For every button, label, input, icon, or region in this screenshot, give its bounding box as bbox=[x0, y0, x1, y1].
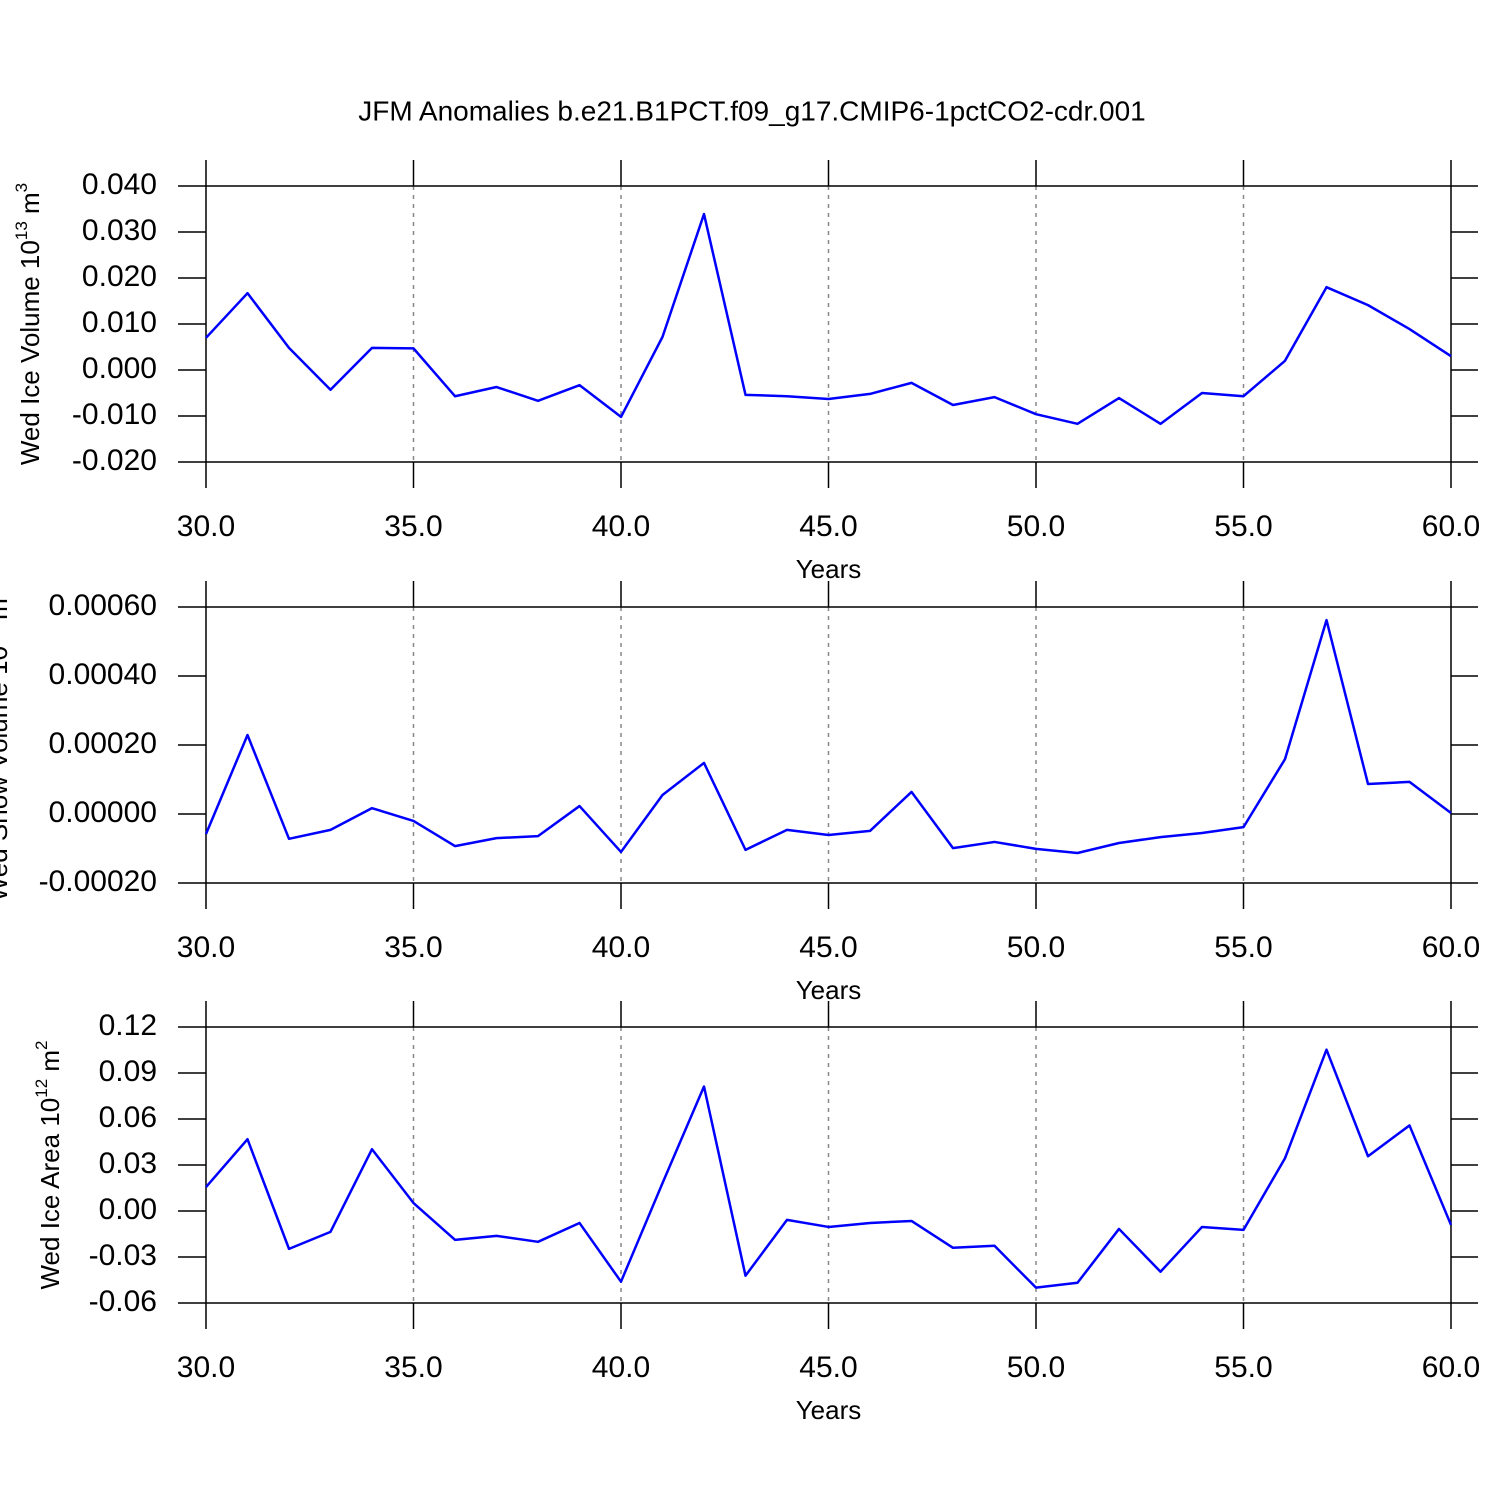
x-tick-label: 30.0 bbox=[177, 931, 235, 964]
x-axis-label: Years bbox=[796, 1395, 862, 1425]
y-tick-label: -0.020 bbox=[72, 444, 157, 477]
y-axis-label: Wed Ice Area 1012 m2 bbox=[32, 1040, 65, 1289]
x-tick-label: 30.0 bbox=[177, 510, 235, 543]
x-tick-label: 40.0 bbox=[592, 931, 650, 964]
y-axis-label-part: 3 bbox=[12, 183, 31, 192]
x-tick-label: 50.0 bbox=[1007, 931, 1065, 964]
y-axis-label-part: 12 bbox=[32, 1079, 51, 1098]
x-tick-label: 55.0 bbox=[1214, 1351, 1272, 1384]
y-axis-label-part: Wed Ice Volume 10 bbox=[15, 240, 45, 465]
y-axis-label-part: Wed Ice Area 10 bbox=[35, 1098, 65, 1290]
x-tick-label: 40.0 bbox=[592, 510, 650, 543]
x-tick-label: 35.0 bbox=[384, 510, 442, 543]
y-tick-label: 0.06 bbox=[99, 1101, 157, 1134]
y-tick-label: 0.00040 bbox=[49, 658, 157, 691]
data-line bbox=[205, 1048, 1453, 1289]
y-axis-label-part: m bbox=[15, 192, 45, 221]
x-tick-label: 60.0 bbox=[1422, 931, 1480, 964]
y-tick-label: -0.03 bbox=[89, 1239, 157, 1272]
y-axis-label-part: 13 bbox=[12, 221, 31, 240]
x-tick-label: 50.0 bbox=[1007, 1351, 1065, 1384]
x-tick-label: 60.0 bbox=[1422, 1351, 1480, 1384]
x-tick-label: 55.0 bbox=[1214, 510, 1272, 543]
figure-title: JFM Anomalies b.e21.B1PCT.f09_g17.CMIP6-… bbox=[358, 95, 1146, 126]
x-axis-label: Years bbox=[796, 554, 862, 584]
y-axis-label-part: m bbox=[35, 1050, 65, 1079]
y-axis-label-part: m bbox=[0, 598, 13, 627]
x-tick-label: 45.0 bbox=[799, 931, 857, 964]
x-tick-label: 55.0 bbox=[1214, 931, 1272, 964]
x-tick-label: 35.0 bbox=[384, 931, 442, 964]
y-tick-label: 0.03 bbox=[99, 1147, 157, 1180]
x-tick-label: 50.0 bbox=[1007, 510, 1065, 543]
x-tick-label: 45.0 bbox=[799, 1351, 857, 1384]
x-tick-label: 60.0 bbox=[1422, 510, 1480, 543]
y-axis-label: Wed Ice Volume 1013 m3 bbox=[12, 183, 45, 465]
y-tick-label: 0.00 bbox=[99, 1193, 157, 1226]
x-tick-label: 40.0 bbox=[592, 1351, 650, 1384]
y-tick-label: -0.00020 bbox=[39, 865, 157, 898]
y-tick-label: 0.09 bbox=[99, 1055, 157, 1088]
y-tick-label: 0.010 bbox=[82, 306, 157, 339]
x-tick-label: 30.0 bbox=[177, 1351, 235, 1384]
data-line bbox=[204, 618, 1452, 855]
x-tick-label: 35.0 bbox=[384, 1351, 442, 1384]
y-tick-label: 0.12 bbox=[99, 1009, 157, 1042]
y-axis-label: Wed Snow Volume 1013 m3 bbox=[0, 589, 13, 902]
y-axis-label-part: Wed Snow Volume 10 bbox=[0, 646, 13, 901]
y-tick-label: 0.000 bbox=[82, 352, 157, 385]
data-line bbox=[205, 212, 1452, 426]
y-tick-label: 0.00000 bbox=[49, 796, 157, 829]
x-axis-label: Years bbox=[796, 975, 862, 1005]
y-tick-label: 0.00060 bbox=[49, 589, 157, 622]
y-tick-label: 0.040 bbox=[82, 168, 157, 201]
x-tick-label: 45.0 bbox=[799, 510, 857, 543]
y-tick-label: -0.010 bbox=[72, 398, 157, 431]
y-tick-label: 0.030 bbox=[82, 214, 157, 247]
y-tick-label: 0.020 bbox=[82, 260, 157, 293]
y-tick-label: 0.00020 bbox=[49, 727, 157, 760]
y-axis-label-part: 2 bbox=[32, 1040, 51, 1049]
y-tick-label: -0.06 bbox=[89, 1285, 157, 1318]
